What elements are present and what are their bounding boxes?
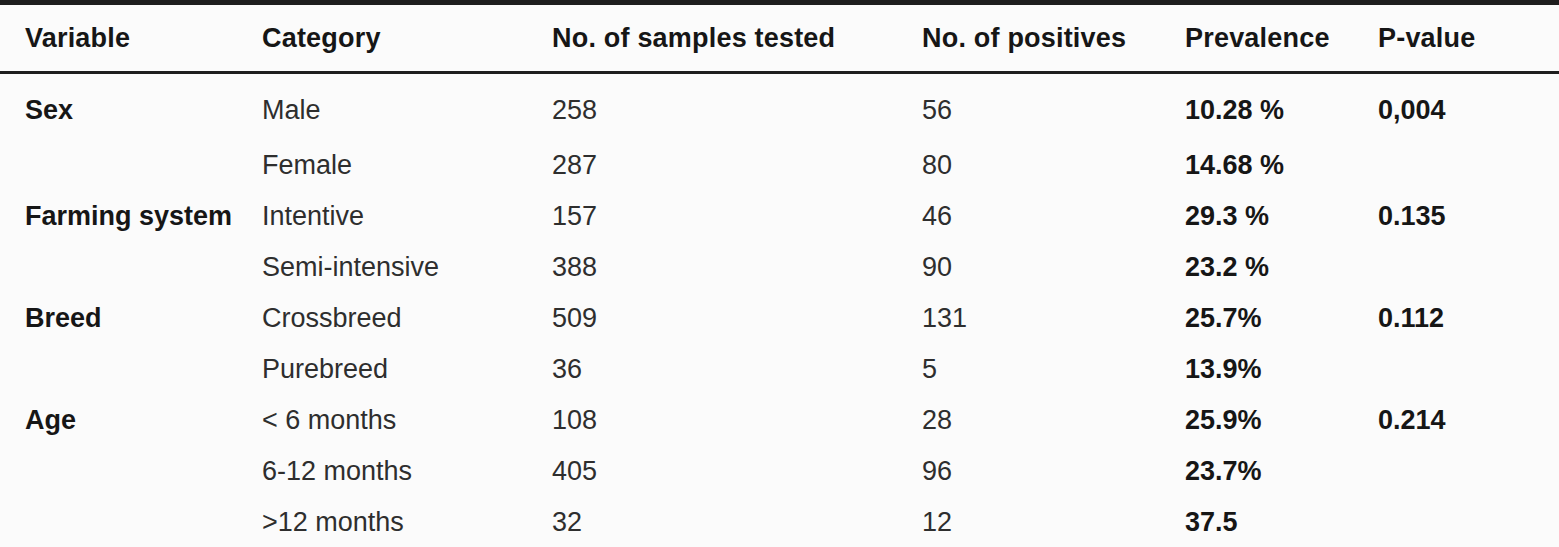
cell-samples: 36 bbox=[552, 344, 922, 395]
cell-positives: 96 bbox=[922, 446, 1185, 497]
cell-variable bbox=[0, 344, 262, 395]
cell-pvalue: 0.112 bbox=[1378, 293, 1559, 344]
cell-prevalence: 23.2 % bbox=[1185, 242, 1378, 293]
cell-variable bbox=[0, 446, 262, 497]
cell-positives: 5 bbox=[922, 344, 1185, 395]
table-row: Age< 6 months1082825.9%0.214 bbox=[0, 395, 1559, 446]
cell-category: Semi-intensive bbox=[262, 242, 552, 293]
table-row: Female2878014.68 % bbox=[0, 140, 1559, 191]
cell-pvalue bbox=[1378, 344, 1559, 395]
header-cell-samples: No. of samples tested bbox=[552, 3, 922, 73]
table-row: BreedCrossbreed50913125.7%0.112 bbox=[0, 293, 1559, 344]
cell-variable: Age bbox=[0, 395, 262, 446]
cell-category: >12 months bbox=[262, 497, 552, 547]
cell-pvalue bbox=[1378, 446, 1559, 497]
header-cell-positives: No. of positives bbox=[922, 3, 1185, 73]
cell-prevalence: 13.9% bbox=[1185, 344, 1378, 395]
cell-pvalue: 0,004 bbox=[1378, 73, 1559, 141]
cell-samples: 388 bbox=[552, 242, 922, 293]
cell-category: Intentive bbox=[262, 191, 552, 242]
cell-category: Crossbreed bbox=[262, 293, 552, 344]
header-cell-variable: Variable bbox=[0, 3, 262, 73]
table-row: Purebreed36513.9% bbox=[0, 344, 1559, 395]
header-row: Variable Category No. of samples tested … bbox=[0, 3, 1559, 73]
cell-pvalue bbox=[1378, 497, 1559, 547]
table-row: SexMale2585610.28 %0,004 bbox=[0, 73, 1559, 141]
cell-samples: 157 bbox=[552, 191, 922, 242]
cell-variable bbox=[0, 242, 262, 293]
paper-table-page: Variable Category No. of samples tested … bbox=[0, 0, 1559, 547]
cell-pvalue: 0.135 bbox=[1378, 191, 1559, 242]
table-row: Semi-intensive3889023.2 % bbox=[0, 242, 1559, 293]
cell-positives: 46 bbox=[922, 191, 1185, 242]
cell-pvalue bbox=[1378, 140, 1559, 191]
cell-category: 6-12 months bbox=[262, 446, 552, 497]
cell-positives: 90 bbox=[922, 242, 1185, 293]
cell-prevalence: 10.28 % bbox=[1185, 73, 1378, 141]
cell-variable bbox=[0, 497, 262, 547]
cell-category: Male bbox=[262, 73, 552, 141]
table-row: >12 months321237.5 bbox=[0, 497, 1559, 547]
cell-pvalue bbox=[1378, 242, 1559, 293]
cell-positives: 56 bbox=[922, 73, 1185, 141]
header-cell-pvalue: P-value bbox=[1378, 3, 1559, 73]
table-row: Farming systemIntentive1574629.3 %0.135 bbox=[0, 191, 1559, 242]
header-cell-prevalence: Prevalence bbox=[1185, 3, 1378, 73]
cell-samples: 405 bbox=[552, 446, 922, 497]
cell-category: Female bbox=[262, 140, 552, 191]
cell-variable: Farming system bbox=[0, 191, 262, 242]
cell-category: < 6 months bbox=[262, 395, 552, 446]
cell-variable: Breed bbox=[0, 293, 262, 344]
cell-positives: 80 bbox=[922, 140, 1185, 191]
cell-positives: 28 bbox=[922, 395, 1185, 446]
header-cell-category: Category bbox=[262, 3, 552, 73]
cell-prevalence: 25.7% bbox=[1185, 293, 1378, 344]
prevalence-table: Variable Category No. of samples tested … bbox=[0, 0, 1559, 547]
cell-samples: 32 bbox=[552, 497, 922, 547]
cell-samples: 258 bbox=[552, 73, 922, 141]
cell-prevalence: 14.68 % bbox=[1185, 140, 1378, 191]
cell-samples: 509 bbox=[552, 293, 922, 344]
cell-prevalence: 25.9% bbox=[1185, 395, 1378, 446]
cell-positives: 131 bbox=[922, 293, 1185, 344]
cell-pvalue: 0.214 bbox=[1378, 395, 1559, 446]
cell-positives: 12 bbox=[922, 497, 1185, 547]
cell-variable bbox=[0, 140, 262, 191]
table-row: 6-12 months4059623.7% bbox=[0, 446, 1559, 497]
cell-prevalence: 29.3 % bbox=[1185, 191, 1378, 242]
cell-samples: 287 bbox=[552, 140, 922, 191]
cell-samples: 108 bbox=[552, 395, 922, 446]
cell-prevalence: 37.5 bbox=[1185, 497, 1378, 547]
cell-variable: Sex bbox=[0, 73, 262, 141]
cell-category: Purebreed bbox=[262, 344, 552, 395]
cell-prevalence: 23.7% bbox=[1185, 446, 1378, 497]
